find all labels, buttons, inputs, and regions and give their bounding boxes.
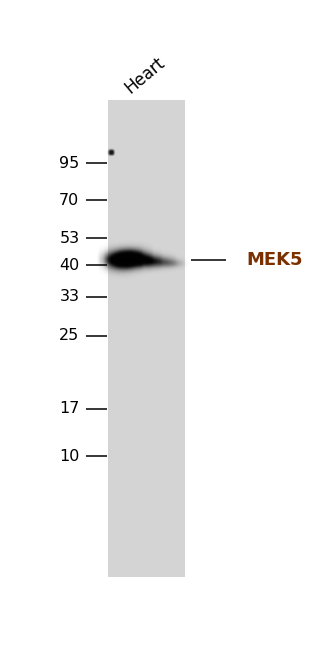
Text: 25: 25	[59, 328, 79, 343]
Text: 10: 10	[59, 449, 79, 464]
Text: MEK5: MEK5	[246, 251, 303, 269]
Text: 40: 40	[59, 257, 79, 273]
Text: 95: 95	[59, 156, 79, 170]
Text: Heart: Heart	[121, 53, 168, 97]
Text: 33: 33	[59, 289, 79, 304]
Bar	[108, 100, 185, 578]
Text: 17: 17	[59, 401, 79, 416]
Text: 53: 53	[59, 231, 79, 246]
Text: 70: 70	[59, 193, 79, 208]
